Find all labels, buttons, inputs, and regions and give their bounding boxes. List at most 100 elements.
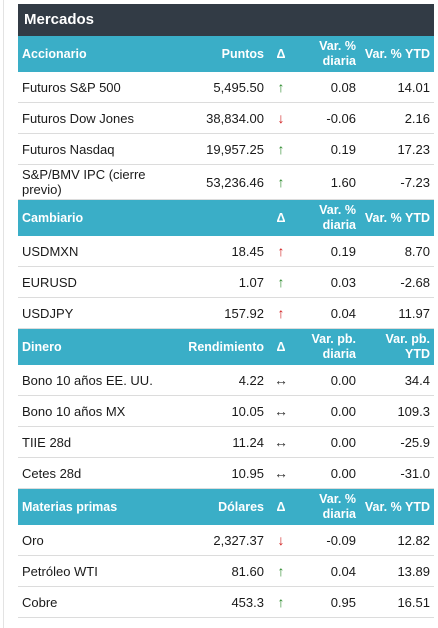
daily-change: 1.60 [294,164,360,200]
column-header-value: Rendimiento [166,328,268,365]
daily-change: 0.95 [294,586,360,618]
table-row: Bono 10 años EE. UU. 4.22 ↔ 0.00 34.4 [18,365,434,396]
instrument-name: Oro [18,525,166,556]
column-header-ytd: Var. pb. YTD [360,328,434,365]
daily-change: 0.04 [294,555,360,587]
column-header-ytd: Var. % YTD [360,199,434,236]
daily-change: 0.04 [294,297,360,329]
column-header-value: Dólares [166,488,268,525]
ytd-change: -25.9 [360,426,434,458]
arrow-down-icon: ↓ [268,525,294,556]
arrow-left-right-icon: ↔ [268,457,294,489]
table-row: Bono 10 años MX 10.05 ↔ 0.00 109.3 [18,395,434,427]
ytd-change: 17.23 [360,133,434,165]
ytd-change: -2.68 [360,266,434,298]
instrument-name: Bono 10 años MX [18,395,166,427]
arrow-left-right-icon: ↔ [268,426,294,458]
instrument-value: 10.05 [166,395,268,427]
table-row: Oro 2,327.37 ↓ -0.09 12.82 [18,525,434,556]
instrument-name: Futuros S&P 500 [18,72,166,103]
column-header-delta: Δ [268,36,294,72]
ytd-change: 2.16 [360,102,434,134]
ytd-change: 11.97 [360,297,434,329]
daily-change: 0.03 [294,266,360,298]
table-row: Cobre 453.3 ↑ 0.95 16.51 [18,586,434,618]
ytd-change: 8.70 [360,236,434,267]
instrument-name: USDMXN [18,236,166,267]
instrument-value: 38,834.00 [166,102,268,134]
table-row: USDMXN 18.45 ↑ 0.19 8.70 [18,236,434,267]
instrument-value: 453.3 [166,586,268,618]
ytd-change: -31.0 [360,457,434,489]
arrow-up-icon: ↑ [268,133,294,165]
table-row: Petróleo WTI 81.60 ↑ 0.04 13.89 [18,555,434,587]
arrow-up-icon: ↑ [268,266,294,298]
section-title: Materias primas [18,488,166,525]
column-header-delta: Δ [268,488,294,525]
instrument-value: 4.22 [166,365,268,396]
table-row: Futuros Dow Jones 38,834.00 ↓ -0.06 2.16 [18,102,434,134]
table-row: S&P/BMV IPC (cierre previo) 53,236.46 ↑ 1.6… [18,164,434,200]
ytd-change: -7.23 [360,164,434,200]
instrument-value: 157.92 [166,297,268,329]
daily-change: 0.00 [294,426,360,458]
ytd-change: 14.01 [360,72,434,103]
arrow-left-right-icon: ↔ [268,365,294,396]
instrument-name: S&P/BMV IPC (cierre previo) [18,164,166,200]
column-header-daily: Var. pb. diaria [294,328,360,365]
column-header-daily: Var. % diaria [294,199,360,236]
arrow-up-icon: ↑ [268,297,294,329]
arrow-up-icon: ↑ [268,164,294,200]
section-title: Accionario [18,36,166,72]
instrument-name: Petróleo WTI [18,555,166,587]
column-header-daily: Var. % diaria [294,488,360,525]
column-header-ytd: Var. % YTD [360,488,434,525]
instrument-value: 53,236.46 [166,164,268,200]
daily-change: 0.00 [294,395,360,427]
instrument-value: 81.60 [166,555,268,587]
daily-change: 0.19 [294,133,360,165]
instrument-name: Bono 10 años EE. UU. [18,365,166,396]
markets-widget: Mercados Accionario Puntos Δ Var. % diaria V… [3,0,436,628]
daily-change: 0.19 [294,236,360,267]
instrument-name: Futuros Nasdaq [18,133,166,165]
section-title: Dinero [18,328,166,365]
table-row: USDJPY 157.92 ↑ 0.04 11.97 [18,297,434,329]
section-title: Cambiario [18,199,166,236]
ytd-change: 16.51 [360,586,434,618]
daily-change: -0.09 [294,525,360,556]
arrow-up-icon: ↑ [268,72,294,103]
column-header-delta: Δ [268,328,294,365]
column-header-delta: Δ [268,199,294,236]
arrow-left-right-icon: ↔ [268,395,294,427]
table-row: Futuros Nasdaq 19,957.25 ↑ 0.19 17.23 [18,133,434,165]
arrow-up-icon: ↑ [268,586,294,618]
column-header-value: Puntos [166,36,268,72]
arrow-down-icon: ↓ [268,102,294,134]
instrument-value: 2,327.37 [166,525,268,556]
section-header: Dinero Rendimiento Δ Var. pb. diaria Var. pb… [18,328,434,365]
instrument-value: 18.45 [166,236,268,267]
arrow-up-icon: ↑ [268,555,294,587]
column-header-ytd: Var. % YTD [360,36,434,72]
column-header-daily: Var. % diaria [294,36,360,72]
ytd-change: 109.3 [360,395,434,427]
ytd-change: 13.89 [360,555,434,587]
section-header: Cambiario Δ Var. % diaria Var. % YTD [18,199,434,236]
instrument-name: Cetes 28d [18,457,166,489]
ytd-change: 12.82 [360,525,434,556]
ytd-change: 34.4 [360,365,434,396]
table-row: Futuros S&P 500 5,495.50 ↑ 0.08 14.01 [18,72,434,103]
instrument-name: EURUSD [18,266,166,298]
column-header-value [166,199,268,236]
section-header: Accionario Puntos Δ Var. % diaria Var. % YTD [18,36,434,72]
instrument-value: 5,495.50 [166,72,268,103]
table-row: TIIE 28d 11.24 ↔ 0.00 -25.9 [18,426,434,458]
daily-change: -0.06 [294,102,360,134]
instrument-name: USDJPY [18,297,166,329]
daily-change: 0.00 [294,365,360,396]
instrument-value: 19,957.25 [166,133,268,165]
markets-table: Accionario Puntos Δ Var. % diaria Var. % YTD… [18,36,434,618]
instrument-value: 11.24 [166,426,268,458]
section-header: Materias primas Dólares Δ Var. % diaria Var.… [18,488,434,525]
